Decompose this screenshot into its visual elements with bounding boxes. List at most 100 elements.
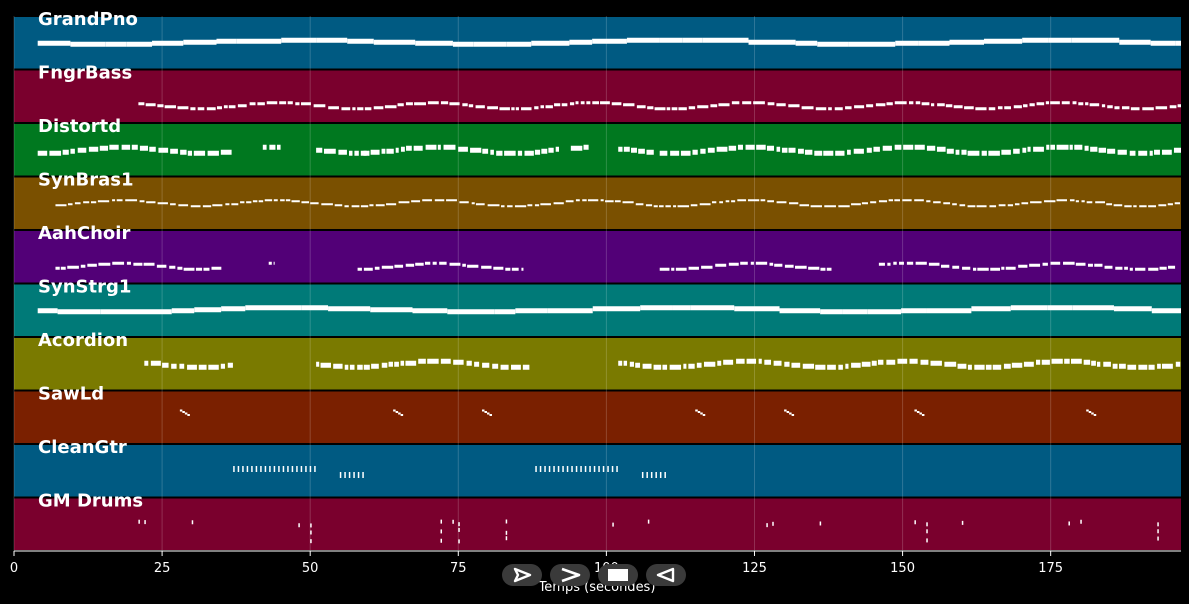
note-mark bbox=[1096, 361, 1101, 367]
note-mark bbox=[906, 261, 914, 265]
note-mark bbox=[804, 149, 813, 155]
note-mark bbox=[440, 519, 443, 524]
note-mark bbox=[701, 265, 713, 269]
note-mark bbox=[870, 201, 877, 204]
track-lane bbox=[14, 177, 1181, 229]
note-mark bbox=[228, 105, 236, 109]
note-mark bbox=[1103, 361, 1111, 367]
note-mark bbox=[671, 107, 678, 111]
note-mark bbox=[246, 466, 249, 472]
note-mark bbox=[592, 101, 600, 105]
note-mark bbox=[109, 144, 119, 150]
note-mark bbox=[170, 148, 178, 154]
note-mark bbox=[203, 267, 210, 271]
stop-button[interactable] bbox=[598, 564, 638, 586]
note-mark bbox=[1148, 267, 1159, 271]
note-mark bbox=[440, 529, 443, 534]
note-mark bbox=[484, 411, 487, 413]
note-mark bbox=[211, 266, 222, 270]
note-mark bbox=[797, 148, 804, 154]
note-mark bbox=[535, 466, 537, 472]
note-mark bbox=[692, 149, 698, 155]
note-mark bbox=[1033, 146, 1044, 152]
note-mark bbox=[598, 466, 600, 472]
note-mark bbox=[1042, 262, 1048, 266]
note-mark bbox=[736, 358, 745, 364]
note-mark bbox=[967, 150, 980, 156]
note-mark bbox=[171, 308, 195, 314]
note-mark bbox=[180, 149, 187, 155]
note-mark bbox=[835, 150, 845, 156]
note-mark bbox=[914, 409, 917, 412]
note-mark bbox=[631, 147, 637, 153]
note-mark bbox=[310, 530, 312, 535]
note-mark bbox=[962, 266, 971, 270]
note-mark bbox=[1151, 308, 1181, 314]
note-mark bbox=[616, 466, 618, 472]
note-mark bbox=[878, 262, 885, 266]
note-mark bbox=[354, 150, 359, 156]
note-mark bbox=[641, 472, 644, 478]
note-mark bbox=[1061, 101, 1070, 105]
note-mark bbox=[717, 360, 722, 366]
note-mark bbox=[320, 362, 331, 368]
note-mark bbox=[373, 39, 416, 45]
note-mark bbox=[414, 102, 426, 106]
note-mark bbox=[1113, 204, 1123, 207]
note-mark bbox=[55, 266, 60, 270]
note-mark bbox=[125, 199, 138, 202]
note-mark bbox=[341, 107, 351, 111]
note-mark bbox=[842, 309, 868, 315]
track-name: AahChoir bbox=[38, 223, 130, 244]
note-mark bbox=[187, 414, 190, 416]
note-mark bbox=[897, 358, 908, 364]
note-mark bbox=[636, 105, 646, 109]
note-mark bbox=[866, 147, 872, 153]
note-mark bbox=[500, 364, 509, 370]
note-mark bbox=[873, 146, 880, 152]
note-marks bbox=[37, 37, 1181, 544]
note-mark bbox=[728, 145, 737, 151]
note-mark bbox=[1161, 149, 1172, 155]
note-mark bbox=[985, 364, 992, 370]
note-mark bbox=[273, 466, 276, 472]
note-mark bbox=[1078, 102, 1084, 106]
note-mark bbox=[575, 466, 578, 472]
note-mark bbox=[1050, 101, 1060, 105]
play-forward-button[interactable] bbox=[502, 564, 542, 586]
chevron-right-icon bbox=[561, 567, 581, 583]
note-mark bbox=[138, 102, 145, 106]
note-mark bbox=[466, 360, 472, 366]
note-mark bbox=[1112, 363, 1118, 369]
note-mark bbox=[936, 146, 946, 152]
note-mark bbox=[915, 261, 927, 265]
note-mark bbox=[70, 41, 106, 47]
note-mark bbox=[593, 466, 596, 472]
note-mark bbox=[440, 358, 451, 364]
note-mark bbox=[62, 149, 69, 155]
note-mark bbox=[914, 520, 916, 525]
note-mark bbox=[223, 105, 228, 109]
note-mark bbox=[1093, 414, 1097, 416]
note-mark bbox=[184, 412, 188, 415]
note-mark bbox=[49, 150, 62, 156]
note-mark bbox=[1081, 200, 1085, 203]
note-mark bbox=[398, 201, 410, 204]
note-mark bbox=[918, 40, 950, 46]
track-name: FngrBass bbox=[38, 63, 132, 84]
note-mark bbox=[301, 305, 329, 311]
next-button[interactable] bbox=[550, 564, 590, 586]
note-mark bbox=[801, 106, 814, 110]
note-mark bbox=[587, 199, 599, 202]
note-mark bbox=[772, 521, 774, 526]
note-mark bbox=[1098, 147, 1107, 153]
note-mark bbox=[540, 203, 551, 206]
track-lane bbox=[14, 445, 1181, 497]
note-mark bbox=[517, 150, 523, 156]
note-mark bbox=[946, 148, 954, 154]
note-mark bbox=[977, 267, 989, 271]
play-reverse-button[interactable] bbox=[646, 564, 686, 586]
note-mark bbox=[895, 40, 919, 46]
note-mark bbox=[740, 261, 748, 265]
note-mark bbox=[314, 466, 316, 472]
